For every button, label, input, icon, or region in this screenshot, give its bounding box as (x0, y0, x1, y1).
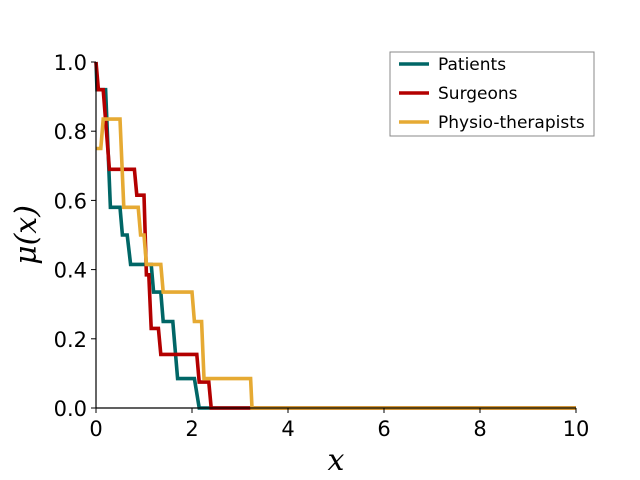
x-axis-title: x (328, 443, 345, 478)
legend-label: Surgeons (438, 84, 518, 104)
x-tick-label: 6 (377, 417, 390, 441)
series-line-physio-therapists (96, 117, 576, 410)
x-tick-label: 0 (89, 417, 102, 441)
series-group (94, 61, 576, 410)
y-tick-label: 0.4 (54, 259, 87, 283)
y-axis-title: μ(x) (9, 205, 44, 265)
series-line-surgeons (94, 61, 576, 410)
legend-label: Patients (438, 55, 506, 75)
x-tick-label: 2 (185, 417, 198, 441)
x-tick-label: 4 (281, 417, 294, 441)
y-ticks: 0.0 0.2 0.4 0.6 0.8 1.0 (54, 51, 96, 421)
legend: Patients Surgeons Physio-therapists (389, 51, 595, 137)
x-ticks: 0 2 4 6 8 10 (89, 408, 589, 441)
x-tick-label: 10 (563, 417, 590, 441)
x-tick-label: 8 (473, 417, 486, 441)
legend-label: Physio-therapists (438, 113, 585, 133)
y-tick-label: 0.8 (54, 120, 87, 144)
y-tick-label: 1.0 (54, 51, 87, 75)
y-tick-label: 0.6 (54, 189, 87, 213)
y-tick-label: 0.0 (54, 397, 87, 421)
y-tick-label: 0.2 (54, 328, 87, 352)
